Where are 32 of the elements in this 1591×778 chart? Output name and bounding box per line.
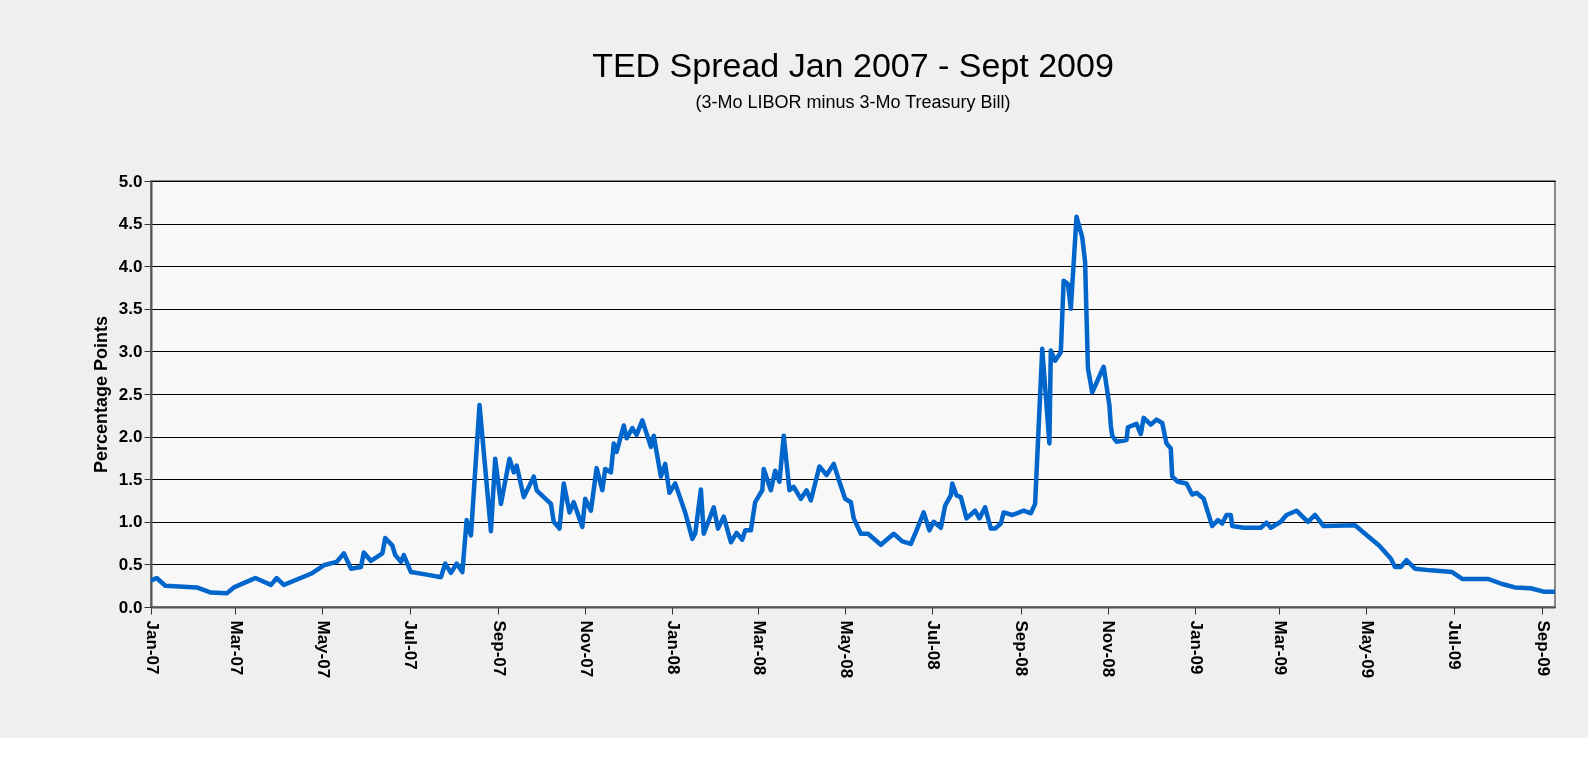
x-tick-label: May-08 (836, 620, 856, 679)
x-tick-label: Sep-09 (1533, 620, 1553, 677)
x-tick-label: Jul-08 (923, 620, 943, 670)
y-tick-label: 3.0 (118, 341, 143, 361)
y-tick-label: 4.0 (118, 256, 143, 276)
line-series (148, 214, 1558, 596)
y-tick-label: 5.0 (118, 171, 143, 191)
x-tick-label: May-07 (313, 620, 333, 679)
y-tick-label: 0.0 (118, 597, 143, 617)
y-tick-label: 2.5 (118, 384, 143, 404)
y-tick-label: 4.5 (118, 214, 143, 234)
y-tick-label: 1.5 (118, 469, 143, 489)
chart-subtitle: (3-Mo LIBOR minus 3-Mo Treasury Bill) (695, 92, 1011, 112)
x-tick-label: Mar-08 (749, 620, 769, 676)
x-tick-label: Jan-08 (663, 620, 683, 675)
x-tick-label: Nov-08 (1099, 620, 1119, 678)
y-tick-label: 1.0 (118, 512, 143, 532)
x-tick-label: Mar-09 (1270, 620, 1290, 676)
x-tick-label: Jul-09 (1445, 620, 1465, 670)
x-tick-label: Jan-07 (142, 620, 162, 675)
x-tick-label: May-09 (1357, 620, 1377, 679)
x-tick-label: Mar-07 (226, 620, 246, 676)
y-tick-label: 0.5 (118, 554, 143, 574)
chart-title: TED Spread Jan 2007 - Sept 2009 (592, 46, 1114, 84)
x-tick-label: Nov-07 (576, 620, 596, 678)
y-tick-label: 3.5 (118, 299, 143, 319)
x-tick-label: Jan-09 (1186, 620, 1206, 675)
y-tick-label: 2.0 (118, 427, 143, 447)
x-tick-label: Jul-07 (401, 620, 421, 670)
x-tick-label: Sep-07 (489, 620, 509, 677)
x-tick-label: Sep-08 (1012, 620, 1032, 677)
y-axis-title: Percentage Points (90, 315, 111, 474)
